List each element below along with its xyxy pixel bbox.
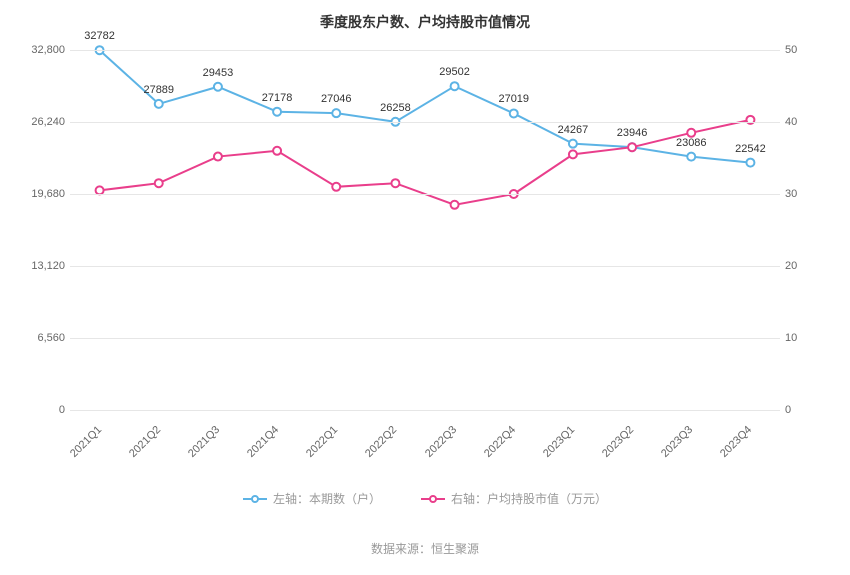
grid-line: [70, 194, 780, 195]
chart-title: 季度股东户数、户均持股市值情况: [0, 12, 850, 32]
x-tick-label: 2021Q2: [127, 424, 163, 460]
data-point-label: 26258: [380, 102, 411, 114]
data-point-label: 27178: [262, 92, 293, 104]
series-marker: [214, 153, 222, 161]
x-tick-label: 2022Q3: [423, 424, 459, 460]
series-marker: [628, 143, 636, 151]
x-tick-label: 2022Q2: [363, 424, 399, 460]
data-point-label: 32782: [84, 30, 115, 42]
data-point-label: 27019: [498, 93, 529, 105]
y-left-tick-label: 13,120: [5, 260, 65, 272]
x-tick-label: 2023Q3: [659, 424, 695, 460]
legend-marker-icon: [421, 493, 445, 505]
data-point-label: 29453: [203, 67, 234, 79]
legend-item-left-axis: 左轴：本期数（户）: [243, 490, 381, 507]
y-right-tick-label: 50: [785, 44, 825, 56]
y-left-tick-label: 0: [5, 404, 65, 416]
series-marker: [510, 109, 518, 117]
chart-svg: [70, 50, 780, 410]
series-marker: [746, 159, 754, 167]
data-source: 数据来源：恒生聚源: [0, 540, 850, 557]
series-marker: [569, 140, 577, 148]
series-line: [100, 120, 751, 205]
data-point-label: 29502: [439, 66, 470, 78]
x-tick-label: 2022Q1: [304, 424, 340, 460]
series-marker: [214, 83, 222, 91]
y-left-tick-label: 26,240: [5, 116, 65, 128]
legend: 左轴：本期数（户） 右轴：户均持股市值（万元）: [0, 490, 850, 507]
grid-line: [70, 410, 780, 411]
data-point-label: 22542: [735, 143, 766, 155]
series-marker: [391, 179, 399, 187]
x-tick-label: 2021Q1: [68, 424, 104, 460]
series-marker: [687, 129, 695, 137]
y-right-tick-label: 10: [785, 332, 825, 344]
series-marker: [451, 82, 459, 90]
x-tick-label: 2021Q4: [245, 424, 281, 460]
legend-label: 左轴：本期数（户）: [273, 490, 381, 507]
plot-area: 06,56013,12019,68026,24032,8000102030405…: [70, 50, 780, 410]
legend-label: 右轴：户均持股市值（万元）: [451, 490, 607, 507]
y-left-tick-label: 19,680: [5, 188, 65, 200]
series-line: [100, 50, 751, 162]
series-marker: [273, 147, 281, 155]
data-point-label: 23086: [676, 137, 707, 149]
series-marker: [451, 201, 459, 209]
data-point-label: 27046: [321, 93, 352, 105]
y-right-tick-label: 0: [785, 404, 825, 416]
x-tick-label: 2023Q4: [718, 424, 754, 460]
series-marker: [155, 100, 163, 108]
x-tick-label: 2023Q1: [541, 424, 577, 460]
data-point-label: 24267: [558, 124, 589, 136]
grid-line: [70, 266, 780, 267]
y-left-tick-label: 32,800: [5, 44, 65, 56]
x-tick-label: 2021Q3: [186, 424, 222, 460]
x-tick-label: 2023Q2: [600, 424, 636, 460]
y-left-tick-label: 6,560: [5, 332, 65, 344]
y-right-tick-label: 20: [785, 260, 825, 272]
series-marker: [155, 179, 163, 187]
data-point-label: 27889: [143, 84, 174, 96]
series-marker: [332, 183, 340, 191]
chart-container: 季度股东户数、户均持股市值情况 06,56013,12019,68026,240…: [0, 0, 850, 575]
y-right-tick-label: 30: [785, 188, 825, 200]
grid-line: [70, 50, 780, 51]
legend-marker-icon: [243, 493, 267, 505]
series-marker: [273, 108, 281, 116]
y-right-tick-label: 40: [785, 116, 825, 128]
grid-line: [70, 338, 780, 339]
series-marker: [687, 153, 695, 161]
series-marker: [332, 109, 340, 117]
x-tick-label: 2022Q4: [482, 424, 518, 460]
legend-item-right-axis: 右轴：户均持股市值（万元）: [421, 490, 607, 507]
data-point-label: 23946: [617, 127, 648, 139]
series-marker: [569, 150, 577, 158]
grid-line: [70, 122, 780, 123]
